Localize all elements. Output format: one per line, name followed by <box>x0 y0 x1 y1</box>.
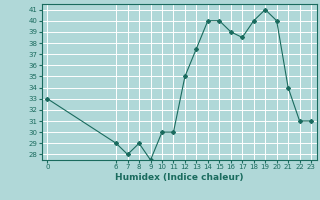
X-axis label: Humidex (Indice chaleur): Humidex (Indice chaleur) <box>115 173 244 182</box>
